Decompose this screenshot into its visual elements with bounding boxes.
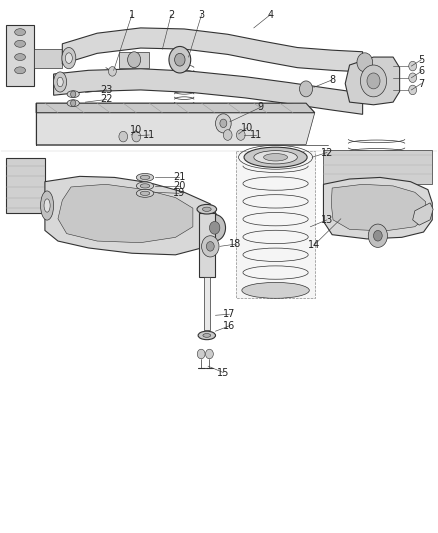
Circle shape bbox=[367, 73, 380, 89]
Circle shape bbox=[132, 131, 141, 142]
Polygon shape bbox=[36, 103, 315, 113]
Circle shape bbox=[357, 53, 373, 72]
Ellipse shape bbox=[242, 282, 309, 298]
Text: 15: 15 bbox=[217, 368, 230, 377]
Ellipse shape bbox=[264, 154, 288, 161]
Ellipse shape bbox=[197, 205, 217, 214]
Polygon shape bbox=[204, 277, 210, 330]
Ellipse shape bbox=[136, 189, 154, 197]
Polygon shape bbox=[413, 203, 433, 225]
Text: 14: 14 bbox=[308, 240, 320, 251]
Polygon shape bbox=[53, 69, 363, 114]
Text: 18: 18 bbox=[229, 239, 241, 249]
Ellipse shape bbox=[140, 191, 150, 196]
Circle shape bbox=[409, 85, 417, 95]
Circle shape bbox=[300, 81, 313, 97]
Ellipse shape bbox=[14, 29, 25, 36]
Ellipse shape bbox=[198, 331, 215, 340]
Circle shape bbox=[220, 119, 227, 127]
Text: 16: 16 bbox=[223, 321, 236, 331]
Ellipse shape bbox=[14, 41, 25, 47]
Text: 8: 8 bbox=[329, 75, 335, 85]
Circle shape bbox=[197, 349, 205, 359]
Text: 21: 21 bbox=[173, 172, 185, 182]
Ellipse shape bbox=[14, 54, 25, 61]
Text: 9: 9 bbox=[257, 102, 263, 112]
Ellipse shape bbox=[53, 72, 67, 92]
Ellipse shape bbox=[244, 147, 307, 167]
Text: 13: 13 bbox=[321, 215, 333, 225]
Circle shape bbox=[205, 349, 213, 359]
Ellipse shape bbox=[41, 191, 53, 220]
Text: 22: 22 bbox=[100, 94, 113, 104]
Circle shape bbox=[409, 61, 417, 71]
Ellipse shape bbox=[14, 67, 25, 74]
Circle shape bbox=[409, 73, 417, 83]
Text: 4: 4 bbox=[267, 10, 273, 20]
Polygon shape bbox=[6, 158, 45, 214]
Circle shape bbox=[206, 241, 214, 251]
Text: 11: 11 bbox=[250, 130, 262, 140]
Polygon shape bbox=[62, 28, 363, 72]
Text: 19: 19 bbox=[173, 188, 185, 198]
Polygon shape bbox=[119, 52, 149, 68]
Text: 12: 12 bbox=[321, 148, 333, 158]
Text: 1: 1 bbox=[129, 10, 135, 20]
Polygon shape bbox=[331, 184, 426, 231]
Ellipse shape bbox=[254, 151, 297, 164]
Text: 10: 10 bbox=[241, 123, 254, 133]
Text: 20: 20 bbox=[173, 181, 185, 191]
Text: 2: 2 bbox=[168, 10, 174, 20]
Circle shape bbox=[119, 131, 127, 142]
Circle shape bbox=[215, 114, 231, 133]
Ellipse shape bbox=[140, 184, 150, 188]
Polygon shape bbox=[199, 214, 215, 277]
Text: 3: 3 bbox=[198, 10, 205, 20]
Text: 11: 11 bbox=[143, 130, 155, 140]
Circle shape bbox=[169, 46, 191, 73]
Polygon shape bbox=[323, 150, 432, 184]
Polygon shape bbox=[45, 176, 219, 255]
Polygon shape bbox=[58, 184, 193, 243]
Ellipse shape bbox=[136, 173, 154, 181]
Circle shape bbox=[175, 53, 185, 66]
Text: 17: 17 bbox=[223, 309, 236, 319]
Polygon shape bbox=[345, 57, 399, 105]
Circle shape bbox=[368, 224, 388, 247]
Ellipse shape bbox=[140, 175, 150, 180]
Ellipse shape bbox=[62, 47, 76, 69]
Circle shape bbox=[237, 130, 245, 140]
Polygon shape bbox=[34, 49, 62, 68]
Circle shape bbox=[209, 221, 220, 234]
Polygon shape bbox=[6, 25, 34, 86]
Ellipse shape bbox=[67, 91, 79, 98]
Circle shape bbox=[360, 65, 387, 97]
Text: 6: 6 bbox=[418, 67, 424, 76]
Circle shape bbox=[223, 130, 232, 140]
Text: 23: 23 bbox=[101, 85, 113, 95]
Ellipse shape bbox=[44, 199, 50, 212]
Ellipse shape bbox=[203, 334, 211, 337]
Ellipse shape bbox=[57, 77, 63, 87]
Polygon shape bbox=[36, 103, 315, 144]
Ellipse shape bbox=[67, 100, 79, 107]
Ellipse shape bbox=[65, 53, 72, 63]
Circle shape bbox=[71, 91, 76, 98]
Circle shape bbox=[201, 236, 219, 257]
Ellipse shape bbox=[202, 207, 211, 212]
Circle shape bbox=[374, 230, 382, 241]
Circle shape bbox=[109, 67, 116, 76]
Polygon shape bbox=[237, 151, 315, 298]
Polygon shape bbox=[323, 177, 432, 239]
Circle shape bbox=[204, 215, 226, 241]
Circle shape bbox=[127, 52, 141, 68]
Circle shape bbox=[71, 100, 76, 107]
Text: 5: 5 bbox=[418, 55, 424, 64]
Text: 10: 10 bbox=[130, 125, 142, 135]
Ellipse shape bbox=[136, 182, 154, 190]
Text: 7: 7 bbox=[418, 78, 424, 88]
